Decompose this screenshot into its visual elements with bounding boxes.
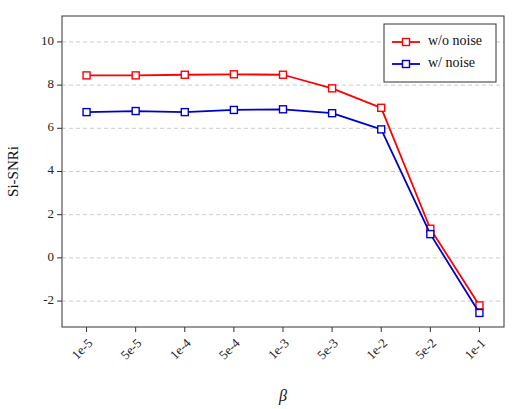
y-tick-label: 10 bbox=[41, 33, 54, 48]
point-marker bbox=[378, 126, 385, 133]
y-tick-label: 6 bbox=[48, 119, 55, 134]
legend-marker bbox=[403, 61, 410, 68]
point-marker bbox=[427, 231, 434, 238]
x-tick-label: 5e-2 bbox=[412, 335, 439, 362]
y-tick bbox=[57, 85, 62, 86]
series-line bbox=[87, 74, 480, 305]
point-marker bbox=[181, 109, 188, 116]
x-tick bbox=[135, 327, 136, 332]
y-tick bbox=[57, 128, 62, 129]
x-tick bbox=[430, 327, 431, 332]
x-tick bbox=[86, 327, 87, 332]
y-axis-label: Si-SNRi bbox=[5, 146, 21, 197]
y-tick-label: 0 bbox=[48, 249, 55, 264]
series bbox=[83, 106, 483, 317]
point-marker bbox=[329, 85, 336, 92]
point-marker bbox=[230, 106, 237, 113]
grid-line bbox=[62, 128, 504, 129]
grid-line bbox=[62, 171, 504, 172]
y-tick-label: 2 bbox=[48, 206, 55, 221]
x-tick bbox=[233, 327, 234, 332]
y-tick bbox=[57, 171, 62, 172]
grid-line bbox=[62, 85, 504, 86]
x-tick bbox=[381, 327, 382, 332]
chart-svg: -2 0 2 4 6 8 10 1e-5 5e-5 1e-4 5e-4 1e-3 5e-3 1e-2 5e-… bbox=[0, 0, 520, 409]
legend-marker bbox=[403, 39, 410, 46]
axes: -2 0 2 4 6 8 10 1e-5 5e-5 1e-4 5e-4 1e-3 5e-3 1e-2 5e-… bbox=[41, 16, 504, 362]
point-marker bbox=[181, 71, 188, 78]
legend-box bbox=[384, 24, 496, 82]
series bbox=[83, 71, 483, 309]
legend-label: w/o noise bbox=[428, 33, 482, 48]
plot-frame bbox=[62, 16, 504, 327]
point-marker bbox=[132, 72, 139, 79]
point-marker bbox=[280, 71, 287, 78]
chart-container: -2 0 2 4 6 8 10 1e-5 5e-5 1e-4 5e-4 1e-3 5e-3 1e-2 5e-… bbox=[0, 0, 520, 409]
x-tick-label: 1e-3 bbox=[265, 335, 292, 362]
point-marker bbox=[132, 108, 139, 115]
x-tick-label: 1e-2 bbox=[363, 335, 390, 362]
x-tick-label: 1e-1 bbox=[461, 335, 488, 362]
x-tick bbox=[283, 327, 284, 332]
grid-line bbox=[62, 301, 504, 302]
point-marker bbox=[83, 72, 90, 79]
y-tick-label: -2 bbox=[43, 292, 54, 307]
y-tick-label: 8 bbox=[48, 76, 55, 91]
point-marker bbox=[83, 109, 90, 116]
x-tick-label: 5e-4 bbox=[216, 335, 243, 362]
y-tick bbox=[57, 214, 62, 215]
grid-line bbox=[62, 257, 504, 258]
point-marker bbox=[230, 71, 237, 78]
y-tick bbox=[57, 301, 62, 302]
x-tick-label: 1e-4 bbox=[167, 335, 194, 362]
legend: w/o noise w/ noise bbox=[384, 24, 496, 82]
grid-line bbox=[62, 214, 504, 215]
x-axis-label: β bbox=[278, 387, 287, 405]
y-tick bbox=[57, 257, 62, 258]
x-tick bbox=[332, 327, 333, 332]
series-line bbox=[87, 109, 480, 313]
legend-label: w/ noise bbox=[428, 55, 475, 70]
point-marker bbox=[280, 106, 287, 113]
point-marker bbox=[476, 309, 483, 316]
point-marker bbox=[378, 104, 385, 111]
y-tick bbox=[57, 41, 62, 42]
plot-data bbox=[83, 71, 483, 317]
point-marker bbox=[329, 110, 336, 117]
x-tick-label: 5e-5 bbox=[118, 335, 145, 362]
x-tick-label: 1e-5 bbox=[69, 335, 96, 362]
x-tick-label: 5e-3 bbox=[314, 335, 341, 362]
x-tick bbox=[479, 327, 480, 332]
x-tick bbox=[184, 327, 185, 332]
y-tick-label: 4 bbox=[48, 162, 55, 177]
